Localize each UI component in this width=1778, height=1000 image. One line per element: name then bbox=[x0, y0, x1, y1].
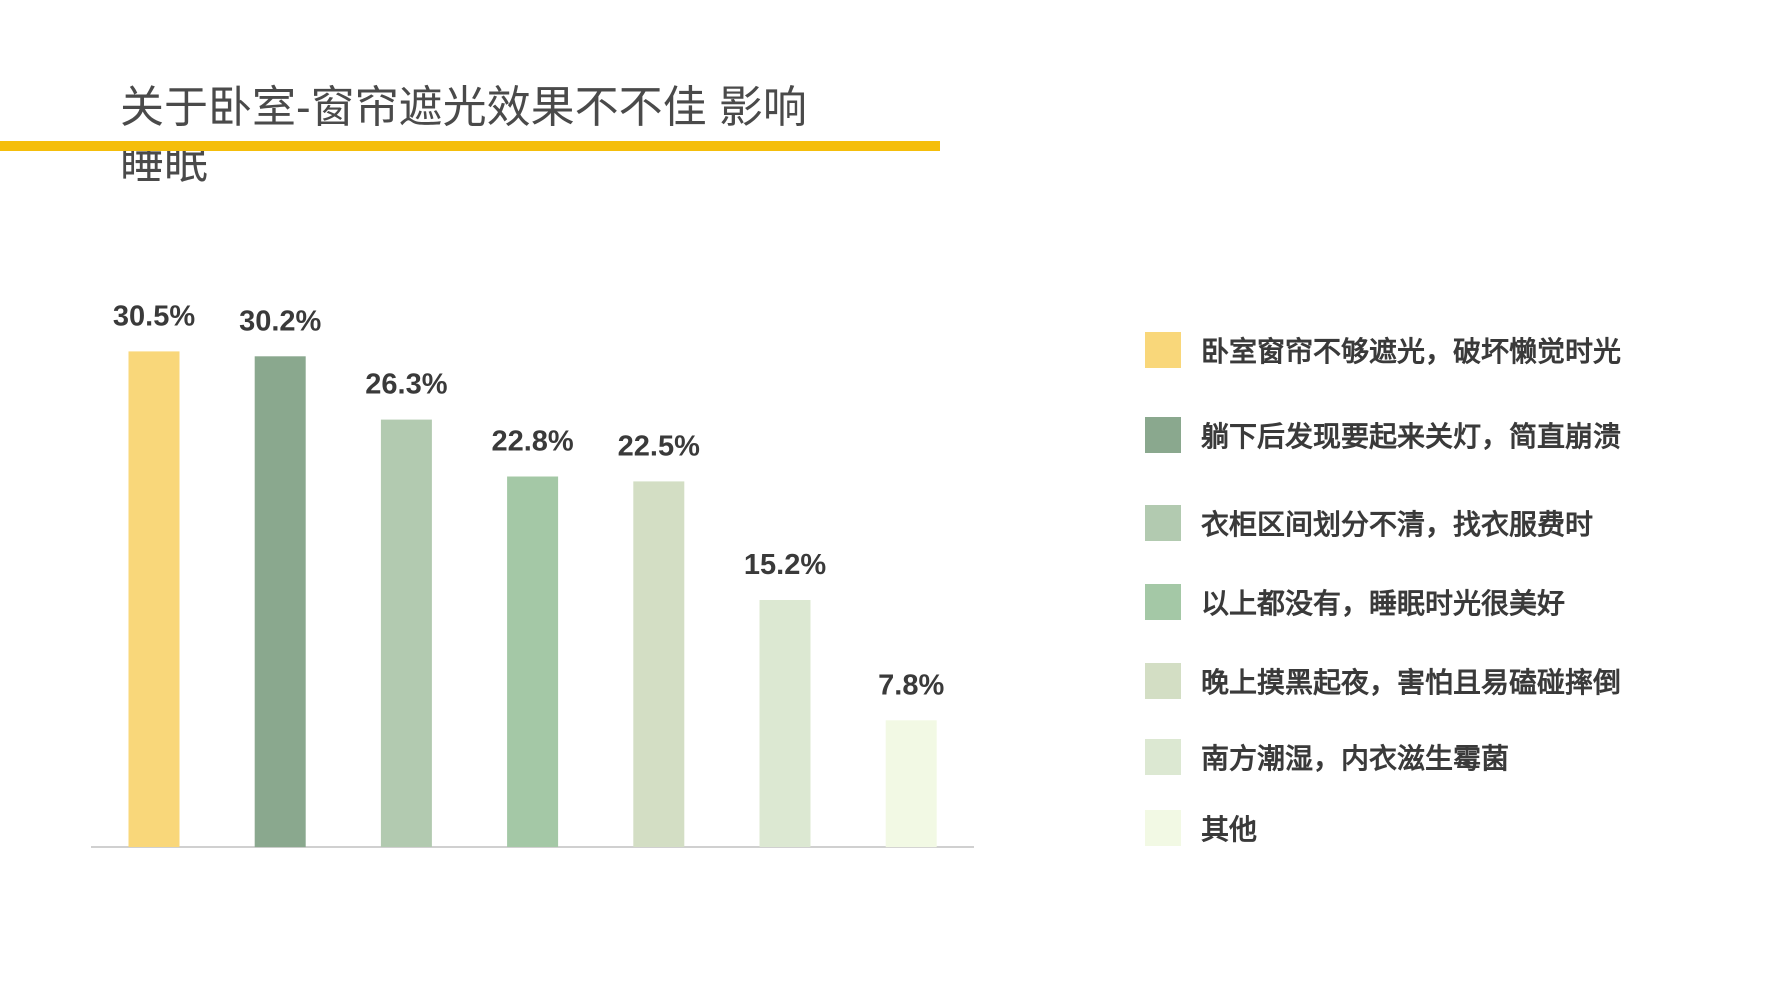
legend-label-2: 躺下后发现要起来关灯，简直崩溃 bbox=[1201, 421, 1622, 452]
data-label-6: 15.2% bbox=[744, 549, 826, 581]
page-title: 关于卧室-窗帘遮光效果不不佳 影响 bbox=[120, 83, 807, 132]
legend-swatch-2 bbox=[1145, 417, 1181, 453]
legend-swatch-7 bbox=[1145, 810, 1181, 846]
bar-7 bbox=[885, 720, 937, 848]
legend-item-1: 卧室窗帘不够遮光，破坏懒觉时光 bbox=[1145, 332, 1621, 368]
legend-swatch-1 bbox=[1145, 332, 1181, 368]
data-label-3: 26.3% bbox=[365, 369, 447, 401]
bar-2 bbox=[254, 356, 306, 848]
legend-item-7: 其他 bbox=[1145, 810, 1257, 846]
legend-item-4: 以上都没有，睡眠时光很美好 bbox=[1145, 584, 1565, 620]
legend-label-4: 以上都没有，睡眠时光很美好 bbox=[1201, 588, 1566, 619]
legend-swatch-6 bbox=[1145, 739, 1181, 775]
legend-label-6: 南方潮湿，内衣滋生霉菌 bbox=[1201, 743, 1510, 774]
legend-label-1: 卧室窗帘不够遮光，破坏懒觉时光 bbox=[1201, 336, 1622, 367]
legend-item-2: 躺下后发现要起来关灯，简直崩溃 bbox=[1145, 417, 1621, 453]
bar-3 bbox=[380, 419, 432, 847]
legend-swatch-5 bbox=[1145, 663, 1181, 699]
legend-item-3: 衣柜区间划分不清，找衣服费时 bbox=[1145, 505, 1593, 541]
legend-item-5: 晚上摸黑起夜，害怕且易磕碰摔倒 bbox=[1145, 663, 1621, 699]
legend-label-7: 其他 bbox=[1201, 814, 1258, 845]
title-underline-accent bbox=[0, 141, 940, 151]
bar-1 bbox=[128, 351, 180, 847]
data-label-5: 22.5% bbox=[618, 430, 700, 462]
data-label-7: 7.8% bbox=[878, 669, 944, 701]
bar-6 bbox=[759, 600, 811, 847]
legend-label-3: 衣柜区间划分不清，找衣服费时 bbox=[1201, 509, 1594, 540]
data-label-2: 30.2% bbox=[239, 305, 321, 337]
bar-5 bbox=[633, 481, 685, 847]
bar-4 bbox=[507, 476, 559, 847]
data-label-4: 22.8% bbox=[491, 426, 573, 458]
legend-label-5: 晚上摸黑起夜，害怕且易磕碰摔倒 bbox=[1201, 667, 1622, 698]
legend-swatch-4 bbox=[1145, 584, 1181, 620]
data-label-1: 30.5% bbox=[113, 300, 195, 332]
legend-item-6: 南方潮湿，内衣滋生霉菌 bbox=[1145, 739, 1509, 775]
legend-swatch-3 bbox=[1145, 505, 1181, 541]
